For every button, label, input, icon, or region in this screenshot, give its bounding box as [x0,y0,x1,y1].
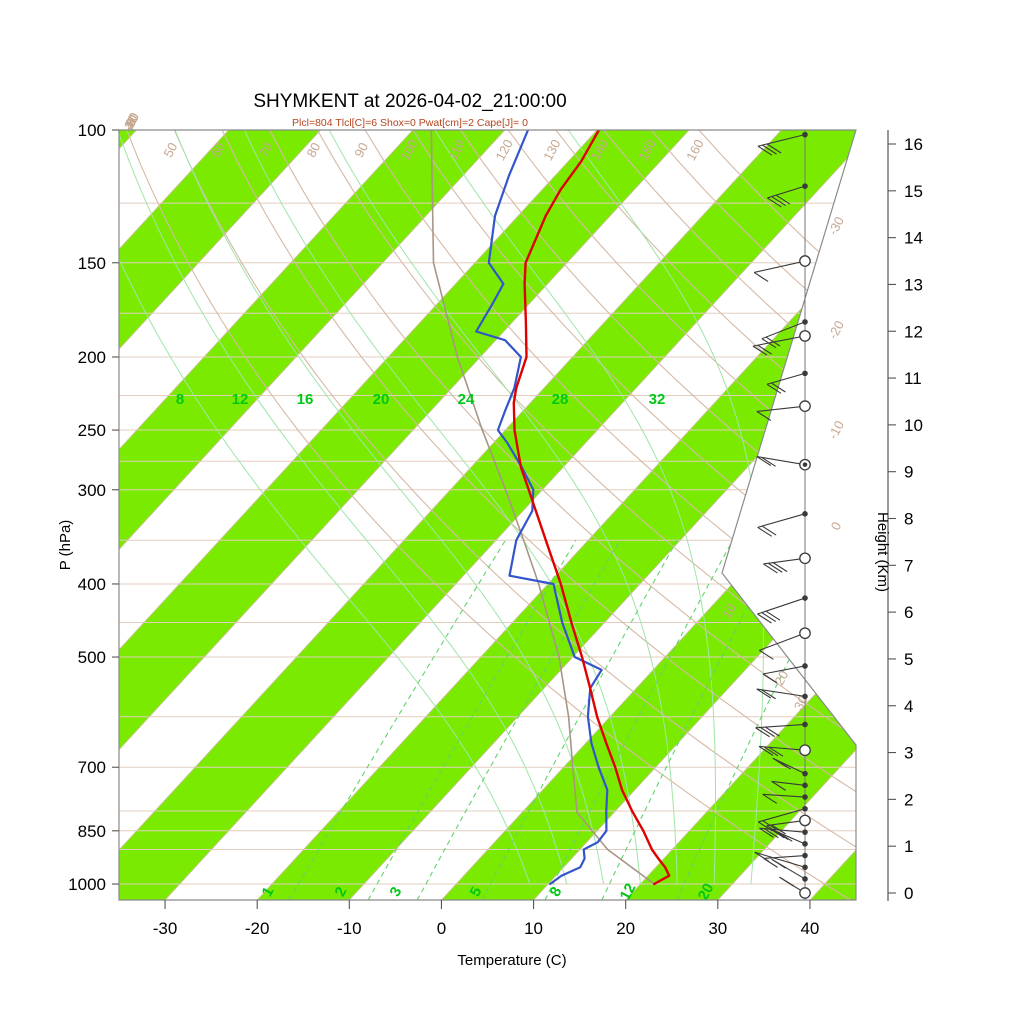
wind-barb [772,757,806,775]
height-tick-label: 2 [904,790,913,809]
wind-barb [766,819,806,835]
height-tick-label: 0 [904,884,913,903]
wind-barb [767,185,806,208]
moist-adiabat-label: 32 [649,391,666,408]
temperature-trace [512,130,671,886]
moist-adiabat-label: 20 [373,391,390,408]
height-tick-label: 1 [904,837,913,856]
pressure-tick-label: 200 [78,348,106,367]
temperature-tick-label: 40 [800,919,819,938]
wind-barb-column [752,130,811,900]
height-tick-label: 16 [904,135,923,154]
dry-adiabat-label: 50 [160,140,180,160]
moist-adiabat-label: 12 [232,391,249,408]
wind-barb [771,858,806,880]
temperature-tick-label: 0 [437,919,446,938]
pressure-tick-label: 400 [78,575,106,594]
pressure-tick-label: 850 [78,822,106,841]
parcel-trace [430,130,655,885]
wind-barb [757,808,806,832]
mixing-ratio-grid [288,539,849,900]
pressure-axis-title: P (hPa) [57,520,74,571]
mixing-ratio-label: 12 [617,881,640,904]
dewpoint-trace [475,130,609,886]
wind-barb [761,321,806,349]
pressure-tick-label: 150 [78,254,106,273]
pressure-tick-label: 100 [78,121,106,140]
wind-barb [756,405,806,421]
pressure-tick-label: 1000 [68,875,106,894]
height-tick-label: 3 [904,744,913,763]
isotherm-edge-label: 30 [121,112,141,132]
isotherm-edge-label: 20 [121,112,141,132]
wind-barb [762,665,806,684]
wind-barb [771,780,806,791]
height-tick-label: 4 [904,697,913,716]
wind-barb [759,827,806,839]
height-tick-label: 13 [904,275,923,294]
height-axis-title: Height (Km) [874,512,891,592]
plot-frame [118,129,857,901]
dry-adiabat-label: 80 [303,140,323,160]
height-tick-label: 6 [904,603,913,622]
temperature-curve [512,130,671,886]
dry-adiabat-label: 90 [351,140,371,160]
height-tick-label: 14 [904,229,923,248]
wind-barb [757,597,806,624]
moist-adiabat-label: 28 [552,391,569,408]
temperature-tick-label: 20 [616,919,635,938]
moist-adiabat-grid [119,130,764,885]
wind-barb [753,260,806,282]
pressure-tick-label: 250 [78,421,106,440]
pressure-tick-label: 500 [78,648,106,667]
isotherm-right-label: 10 [719,601,739,621]
isotherm-edge-label: 10 [121,112,141,132]
wind-barb [756,455,806,467]
temperature-tick-label: 10 [524,919,543,938]
pressure-tick-label: 300 [78,481,106,500]
temperature-tick-label: -10 [337,919,362,938]
dry-adiabat-label: 70 [256,140,276,160]
wind-barb [766,372,806,394]
height-tick-label: 7 [904,556,913,575]
temperature-tick-label: 30 [708,919,727,938]
sounding-indices: Plcl=804 Tlcl[C]=6 Shox=0 Pwat[cm]=2 Cap… [292,117,528,129]
isotherm-edge-label: 40 [121,112,141,132]
wind-barb [757,513,806,537]
wind-barb [756,688,806,700]
temperature-axis: -30 -20 -10 0 10 20 30 40 [153,900,819,938]
height-tick-label: 11 [904,369,922,388]
temperature-tick-label: -30 [153,919,178,938]
page-title: SHYMKENT at 2026-04-02_21:00:00 [253,91,566,112]
moist-adiabat-label: 24 [458,391,475,408]
wind-barb [755,723,806,738]
wind-barb [762,793,806,804]
temperature-axis-title: Temperature (C) [457,952,566,969]
dry-adiabat-label: 60 [208,140,228,160]
height-tick-label: 10 [904,416,923,435]
wind-barb [763,557,806,574]
wind-barb [763,855,806,868]
wind-barb [752,335,806,356]
moist-adiabat-labels: 8 12 16 20 24 28 32 [176,391,666,408]
height-tick-label: 9 [904,463,913,482]
mixing-ratio-label: 20 [695,881,718,904]
pressure-tick-label: 700 [78,758,106,777]
height-tick-label: 12 [904,322,923,341]
wind-barb [759,632,806,660]
dewpoint-curve [475,130,609,886]
temperature-tick-label: -20 [245,919,270,938]
moist-adiabat-label: 8 [176,391,184,408]
parcel-curve [430,130,655,885]
isobar-grid [119,130,856,885]
pressure-axis: 100 150 200 250 300 400 500 700 850 1000 [68,121,119,894]
height-tick-label: 8 [904,510,913,529]
moist-adiabat-label: 16 [297,391,314,408]
wind-barb [757,134,806,156]
height-tick-label: 15 [904,182,923,201]
height-tick-label: 5 [904,650,913,669]
wind-barb [758,745,806,757]
